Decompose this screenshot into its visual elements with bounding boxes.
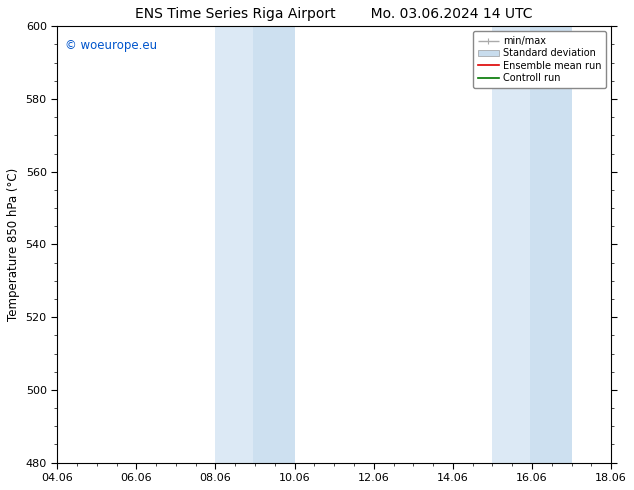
Title: ENS Time Series Riga Airport        Mo. 03.06.2024 14 UTC: ENS Time Series Riga Airport Mo. 03.06.2… xyxy=(136,7,533,21)
Bar xyxy=(253,26,295,463)
Bar xyxy=(493,26,530,463)
Legend: min/max, Standard deviation, Ensemble mean run, Controll run: min/max, Standard deviation, Ensemble me… xyxy=(473,31,606,88)
Bar xyxy=(530,26,572,463)
Text: © woeurope.eu: © woeurope.eu xyxy=(65,39,158,52)
Bar xyxy=(216,26,253,463)
Y-axis label: Temperature 850 hPa (°C): Temperature 850 hPa (°C) xyxy=(7,168,20,321)
